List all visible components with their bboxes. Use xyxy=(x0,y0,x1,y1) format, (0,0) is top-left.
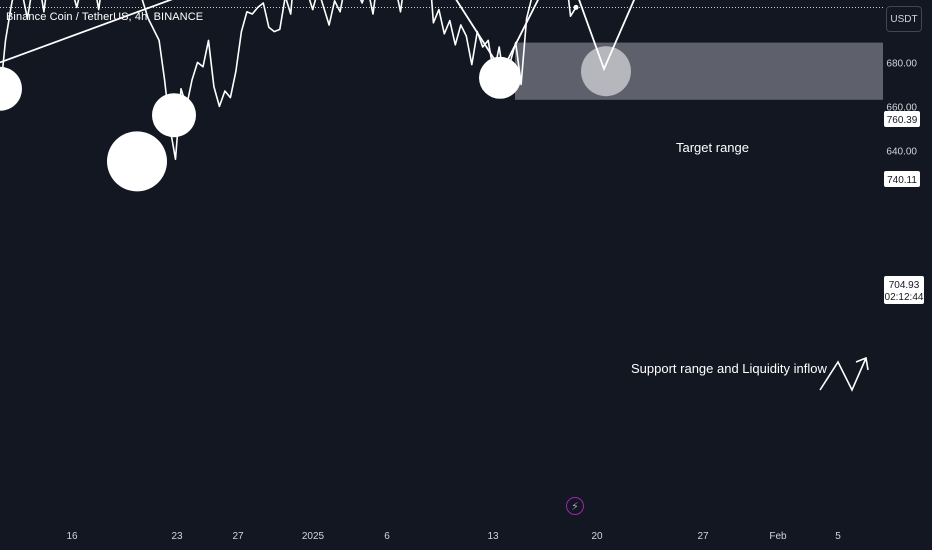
bar-countdown: 02:12:44 xyxy=(885,292,924,303)
x-tick-label-0: 16 xyxy=(66,531,78,542)
zigzag-arrow-icon xyxy=(819,356,869,392)
x-tick-label-5: 13 xyxy=(487,531,499,542)
x-tick-label-4: 6 xyxy=(384,531,390,542)
lightning-icon[interactable]: ⚡ xyxy=(566,497,584,515)
y-tick-label-4: 680.00 xyxy=(886,58,917,69)
levels-layer xyxy=(0,7,883,9)
level-low-badge: 740.11 xyxy=(887,175,917,186)
chart-title: Binance Coin / TetherUS, 4h, BINANCE xyxy=(6,11,204,23)
level-low-badge-bg xyxy=(884,171,920,187)
target-range-label: Target range xyxy=(676,140,749,155)
x-tick-label-3: 2025 xyxy=(302,531,325,542)
current-price-badge-bg xyxy=(884,276,924,304)
last-price-dot xyxy=(573,4,579,10)
x-axis: 16 23 27 2025 6 13 20 27 Feb 5 xyxy=(66,531,841,542)
x-tick-label-1: 23 xyxy=(171,531,183,542)
level-high-badge-bg xyxy=(884,111,920,127)
level-high-badge: 760.39 xyxy=(887,115,918,126)
current-price-value: 704.93 xyxy=(889,280,920,291)
x-tick-label-8: Feb xyxy=(769,531,787,542)
circle-marker-1 xyxy=(107,131,167,192)
markers-layer xyxy=(0,46,631,192)
circle-marker-4 xyxy=(581,46,631,97)
circle-marker-3 xyxy=(479,56,521,99)
projection-path xyxy=(0,0,636,74)
circle-marker-2 xyxy=(152,93,196,138)
price-line xyxy=(0,0,577,160)
x-tick-label-9: 5 xyxy=(835,531,841,542)
x-tick-label-2: 27 xyxy=(232,531,244,542)
support-range-label: Support range and Liquidity inflow xyxy=(631,361,827,376)
zones-layer xyxy=(515,42,883,100)
circle-marker-0 xyxy=(0,66,22,111)
price-badges: 760.39 740.11 704.93 02:12:44 xyxy=(884,111,924,304)
x-tick-label-7: 27 xyxy=(697,531,709,542)
x-tick-label-6: 20 xyxy=(591,531,603,542)
y-tick-label-5: 660.00 xyxy=(886,102,917,113)
y-tick-label-6: 640.00 xyxy=(886,146,917,157)
currency-button[interactable]: USDT xyxy=(886,6,922,32)
series-layer xyxy=(0,0,869,392)
support-zone xyxy=(515,42,883,100)
